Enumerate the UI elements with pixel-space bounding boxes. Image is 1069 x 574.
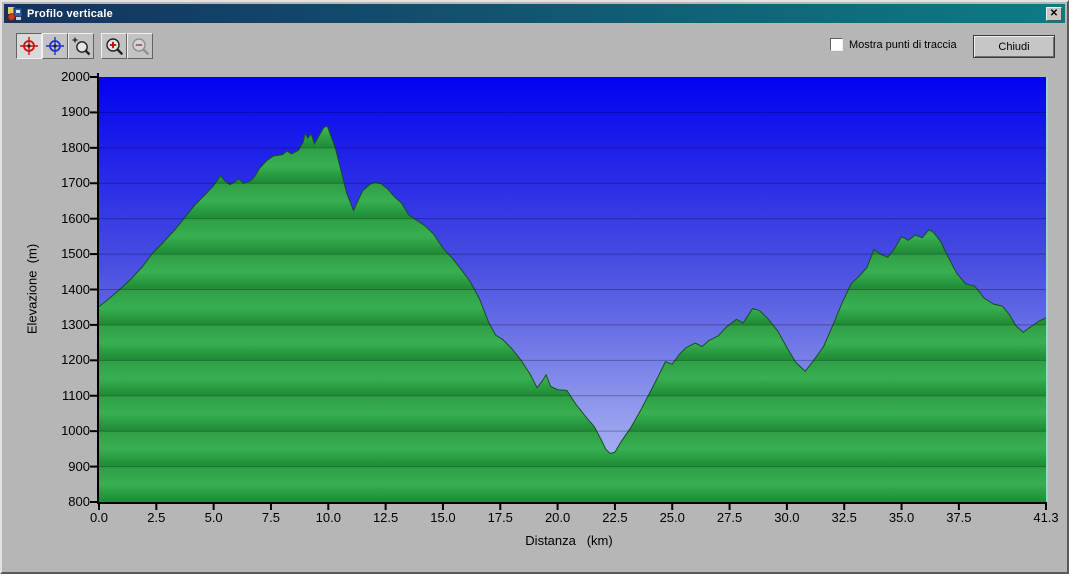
- y-tick-label: 1300: [61, 316, 90, 332]
- close-icon[interactable]: ✕: [1046, 6, 1062, 21]
- x-tick-label: 20.0: [544, 510, 571, 525]
- y-tick-label: 2000: [61, 69, 90, 84]
- x-tick-label: 15.0: [430, 510, 456, 525]
- x-tick-label: 7.5: [261, 510, 280, 525]
- x-tick-label: 30.0: [774, 510, 800, 525]
- zoom-area-select-icon: [72, 37, 91, 56]
- blue-position-marker-icon: [46, 37, 64, 55]
- y-tick-label: 1900: [61, 104, 90, 120]
- zoom-in-button[interactable]: [101, 33, 127, 59]
- x-tick-label: 27.5: [716, 510, 743, 525]
- red-position-marker-icon: [20, 37, 38, 55]
- x-tick-label: 35.0: [888, 510, 915, 525]
- checkbox-label: Mostra punti di traccia: [849, 38, 957, 51]
- x-tick-label: 12.5: [372, 510, 399, 525]
- x-tick-label: 25.0: [659, 510, 685, 525]
- y-tick-label: 900: [68, 458, 90, 474]
- y-tick-label: 1800: [61, 139, 90, 155]
- y-tick-label: 800: [68, 494, 90, 509]
- zoom-out-button[interactable]: [127, 33, 153, 59]
- chiudi-button[interactable]: Chiudi: [973, 35, 1055, 58]
- x-tick-label: 32.5: [831, 510, 857, 525]
- y-tick-label: 1700: [61, 175, 90, 191]
- y-tick-label: 1600: [61, 210, 90, 226]
- x-tick-label: 17.5: [487, 510, 513, 525]
- app-icon: [7, 6, 23, 21]
- checkbox-box[interactable]: [830, 38, 843, 51]
- y-tick-label: 1400: [61, 281, 90, 297]
- y-tick-label: 1100: [62, 387, 90, 403]
- red-position-marker-button[interactable]: [16, 33, 42, 59]
- blue-position-marker-button[interactable]: [42, 33, 68, 59]
- x-tick-label: 37.5: [946, 510, 972, 525]
- x-axis-title: Distanza (km): [525, 533, 613, 548]
- y-tick-label: 1000: [61, 423, 90, 439]
- x-tick-label: 22.5: [602, 510, 628, 525]
- y-tick-label: 1200: [61, 352, 90, 368]
- x-tick-label: 10.0: [315, 510, 341, 525]
- x-tick-label: 5.0: [204, 510, 223, 525]
- window-title: Profilo verticale: [27, 7, 113, 20]
- title-bar[interactable]: Profilo verticale ✕: [4, 4, 1065, 23]
- zoom-area-select-button[interactable]: [68, 33, 94, 59]
- x-tick-label: 0.0: [89, 510, 109, 525]
- y-tick-label: 1500: [61, 246, 90, 262]
- x-tick-label: 2.5: [147, 510, 166, 525]
- zoom-in-icon: [106, 38, 124, 56]
- show-track-points-checkbox[interactable]: Mostra punti di traccia: [830, 38, 957, 51]
- zoom-out-icon: [132, 38, 150, 56]
- x-tick-label: 41.3: [1033, 510, 1059, 525]
- y-axis-title: Elevazione (m): [24, 243, 40, 335]
